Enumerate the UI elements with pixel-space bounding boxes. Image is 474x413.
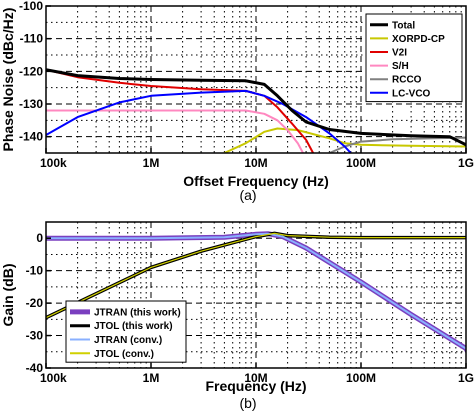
legend-label: XORPD-CP	[392, 34, 445, 45]
figure-caption: (b)	[239, 395, 256, 411]
legend-label: S/H	[392, 61, 409, 72]
legend: Total XORPD-CP V2I S/H RCCO LC-VCO	[365, 13, 463, 103]
x-tick-label: 1M	[143, 156, 160, 170]
x-tick-label: 100M	[346, 371, 376, 385]
y-tick-label: -130	[19, 97, 43, 111]
y-axis-label: Phase Noise (dBc/Hz)	[0, 8, 16, 152]
y-tick-label: -120	[19, 64, 43, 78]
legend-label: JTRAN (this work)	[94, 307, 181, 318]
series-group	[46, 231, 466, 355]
series-line-xorpd-cp	[223, 127, 466, 153]
legend-box	[365, 13, 463, 103]
x-tick-label: 1M	[143, 371, 160, 385]
figure-caption: (a)	[239, 187, 256, 203]
legend-label: JTRAN (conv.)	[94, 335, 162, 346]
y-tick-label: -20	[26, 296, 44, 310]
legend-label: Total	[392, 20, 415, 31]
chart-gain: 100k 1M 10M 100M 1G 0 -10 -20 -30 -40 Frequency (H…	[0, 221, 474, 411]
legend-label: JTOL (conv.)	[94, 349, 154, 360]
legend-label: RCCO	[392, 75, 422, 86]
y-tick-label: -110	[20, 32, 44, 46]
y-tick-label: 0	[36, 231, 43, 245]
series-line-jtol-conv	[46, 232, 466, 319]
series-line-rcco	[328, 136, 466, 153]
x-tick-label: 1G	[458, 371, 474, 385]
series-line-jtran-conv	[46, 232, 466, 351]
series-line-lc-vco	[46, 89, 352, 153]
y-axis-label: Gain (dB)	[0, 264, 16, 327]
x-tick-label: 10M	[244, 371, 267, 385]
x-tick-label: 100M	[346, 156, 376, 170]
x-tick-label: 100k	[40, 371, 67, 385]
legend-label: LC-VCO	[392, 88, 431, 99]
x-axis-label: Frequency (Hz)	[205, 378, 306, 394]
x-tick-label: 1G	[458, 156, 474, 170]
series-line-total	[46, 68, 466, 147]
y-tick-label: -40	[26, 361, 44, 375]
x-tick-label: 100k	[40, 156, 67, 170]
legend-label: JTOL (this work)	[94, 321, 173, 332]
x-axis-label: Offset Frequency (Hz)	[183, 173, 328, 189]
series-group	[46, 68, 466, 153]
chart-phase-noise: 100k 1M 10M 100M 1G -100 -110 -120 -130 -140 Offse…	[0, 0, 474, 203]
y-tick-label: -10	[26, 264, 44, 278]
y-tick-label: -30	[26, 329, 44, 343]
y-tick-label: -100	[19, 0, 43, 13]
series-line-s-h	[46, 109, 304, 153]
y-tick-label: -140	[19, 130, 43, 144]
legend-label: V2I	[392, 48, 407, 59]
x-tick-label: 10M	[244, 156, 267, 170]
legend: JTRAN (this work) JTOL (this work) JTRAN (…	[65, 300, 187, 363]
